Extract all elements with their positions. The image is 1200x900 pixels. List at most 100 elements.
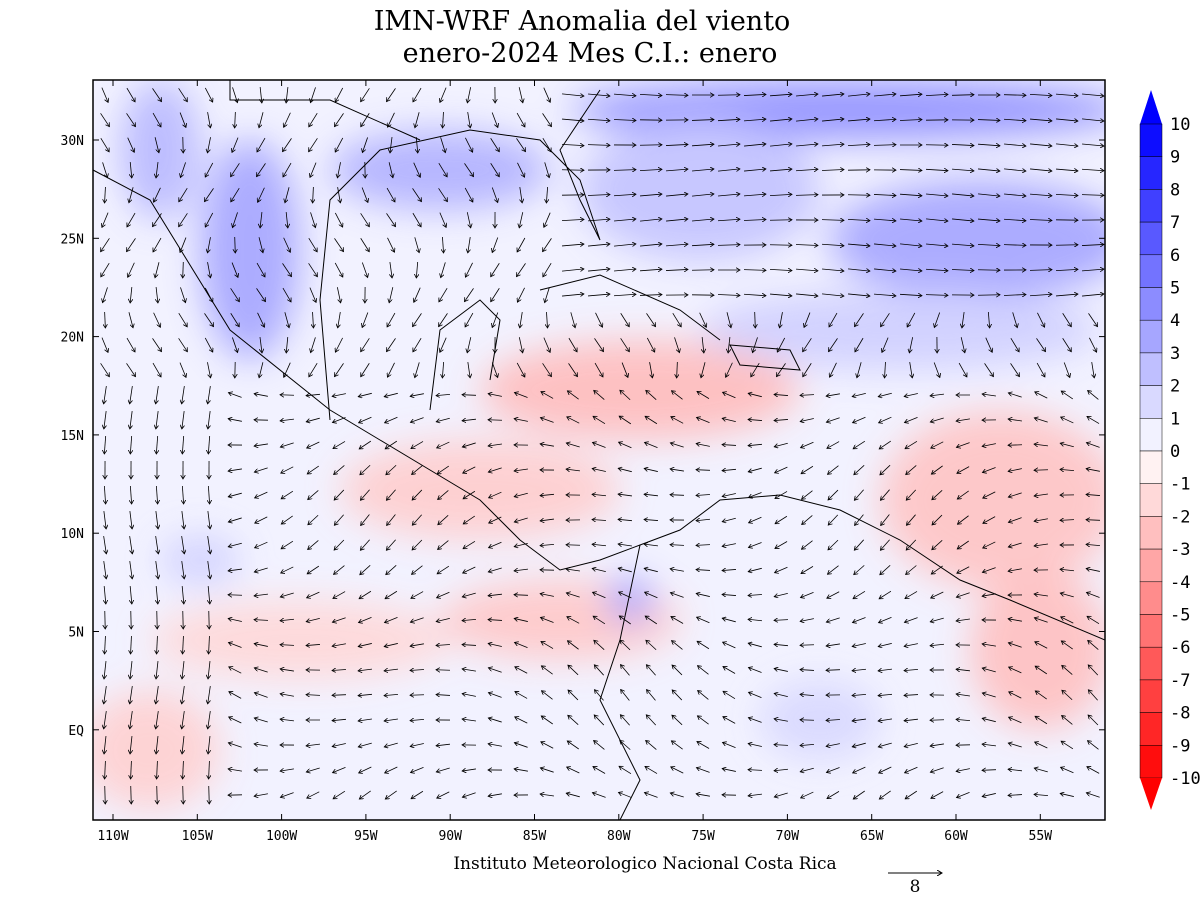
- wind-vector: [770, 144, 792, 146]
- wind-vector: [722, 543, 736, 547]
- colorbar-label: -8: [1170, 704, 1190, 724]
- wind-vector: [127, 212, 136, 227]
- wind-vector: [1030, 119, 1052, 121]
- wind-vector: [360, 464, 371, 475]
- wind-vector: [410, 743, 424, 747]
- wind-vector: [464, 163, 473, 176]
- wind-vector: [438, 540, 449, 550]
- wind-vector: [697, 641, 710, 650]
- wind-vector: [182, 511, 184, 529]
- wind-vector: [691, 270, 714, 271]
- wind-vector: [926, 194, 948, 196]
- wind-vector: [542, 363, 552, 376]
- lon-label: 95W: [354, 829, 378, 844]
- wind-vector: [209, 785, 210, 804]
- wind-vector: [411, 767, 424, 772]
- colorbar-box: [1139, 745, 1163, 779]
- colorbar-box: [1139, 614, 1163, 648]
- wind-vector: [775, 541, 788, 549]
- wind-vector: [337, 162, 341, 178]
- wind-vector: [183, 785, 184, 804]
- wind-vector: [153, 213, 162, 226]
- wind-vector: [462, 792, 476, 798]
- wind-vector: [698, 691, 709, 700]
- wind-vector: [228, 469, 242, 471]
- wind-vector: [796, 119, 818, 121]
- wind-vector: [1008, 769, 1022, 771]
- wind-vector: [796, 144, 818, 146]
- wind-vector: [514, 743, 528, 748]
- wind-vector: [462, 694, 476, 697]
- wind-vector: [620, 665, 630, 676]
- wind-vector: [182, 586, 184, 604]
- wind-vector: [228, 492, 242, 497]
- wind-vector: [594, 715, 605, 726]
- wind-vector: [154, 137, 159, 153]
- wind-vector: [209, 760, 210, 779]
- wind-vector: [906, 489, 917, 500]
- wind-vector: [464, 187, 473, 202]
- wind-vector: [587, 145, 610, 146]
- wind-vector: [542, 113, 552, 126]
- wind-vector: [594, 362, 603, 377]
- wind-vector: [387, 237, 394, 252]
- wind-vector: [465, 137, 472, 152]
- wind-vector: [156, 736, 158, 754]
- wind-vector: [283, 237, 291, 253]
- wind-vector: [1082, 269, 1104, 271]
- wind-vector: [256, 262, 265, 277]
- wind-vector: [488, 643, 502, 647]
- wind-vector: [827, 791, 840, 798]
- wind-vector: [1088, 665, 1099, 676]
- wind-vector: [229, 667, 242, 674]
- wind-vector: [904, 669, 919, 670]
- colorbar-label: -9: [1170, 736, 1190, 756]
- wind-vector: [906, 465, 917, 474]
- wind-vector: [752, 337, 758, 352]
- wind-vector: [309, 112, 318, 127]
- wind-vector: [594, 390, 605, 400]
- wind-vector: [957, 466, 970, 474]
- wind-vector: [100, 363, 110, 376]
- wind-vector: [1087, 767, 1100, 774]
- wind-vector: [722, 594, 737, 595]
- wind-vector: [306, 617, 320, 621]
- wind-vector: [568, 337, 577, 352]
- wind-vector: [232, 212, 238, 227]
- wind-vector: [619, 616, 631, 625]
- wind-vector: [362, 137, 368, 152]
- wind-vector: [103, 536, 107, 554]
- wind-vector: [958, 362, 967, 377]
- wind-vector: [466, 212, 470, 228]
- wind-vector: [228, 769, 242, 771]
- wind-vector: [102, 212, 109, 228]
- wind-vector: [410, 644, 424, 646]
- wind-vector: [286, 87, 288, 103]
- wind-vector: [769, 194, 792, 195]
- wind-vector: [1004, 169, 1026, 171]
- wind-vector: [514, 393, 528, 398]
- wind-vector: [562, 94, 584, 96]
- wind-vector: [696, 470, 711, 471]
- colorbar-label: -5: [1170, 606, 1190, 626]
- wind-vector: [852, 719, 866, 721]
- wind-vector: [130, 411, 132, 429]
- wind-vector: [770, 119, 792, 121]
- wind-vector: [463, 466, 476, 473]
- wind-vector: [182, 485, 183, 504]
- wind-vector: [567, 417, 580, 424]
- wind-vector: [1010, 363, 1020, 376]
- wind-vector: [208, 686, 211, 704]
- wind-vector: [205, 162, 214, 177]
- wind-vector: [488, 420, 503, 421]
- wind-vector: [899, 294, 922, 295]
- wind-vector: [744, 169, 766, 171]
- wind-vector: [101, 87, 108, 103]
- wind-vector: [255, 541, 268, 548]
- wind-vector: [254, 794, 268, 797]
- wind-vector: [774, 644, 789, 645]
- wind-vector: [359, 590, 372, 598]
- wind-vector: [905, 790, 918, 799]
- wind-vector: [1061, 617, 1074, 624]
- wind-vector: [360, 238, 370, 252]
